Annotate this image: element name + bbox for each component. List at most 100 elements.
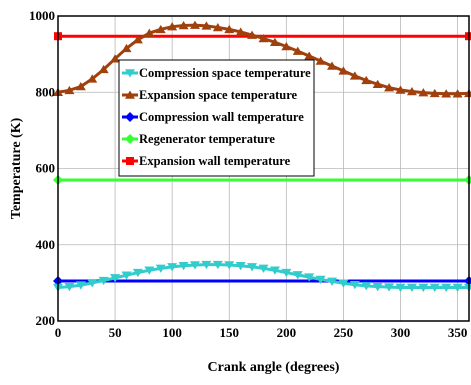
data-point xyxy=(190,261,200,270)
x-tick-label: 50 xyxy=(109,325,122,340)
legend-entry: Expansion wall temperature xyxy=(122,154,291,168)
data-point xyxy=(167,22,178,31)
data-point xyxy=(361,282,372,291)
legend: Compression space temperature Expansion s… xyxy=(118,59,315,177)
plot-frame xyxy=(57,15,470,322)
data-point xyxy=(178,21,189,30)
data-point xyxy=(315,275,326,284)
data-point xyxy=(155,24,166,34)
data-point xyxy=(327,61,337,70)
data-point xyxy=(75,82,86,91)
data-point xyxy=(349,71,360,80)
data-point xyxy=(110,274,121,283)
legend-marker xyxy=(125,90,135,99)
data-point xyxy=(121,43,132,53)
data-point xyxy=(201,21,212,30)
legend-label: Compression wall temperature xyxy=(139,110,304,124)
legend-box xyxy=(118,59,315,177)
legend-entry: Regenerator temperature xyxy=(122,132,275,146)
x-tick-label: 250 xyxy=(334,325,354,340)
data-point xyxy=(429,88,440,98)
data-point xyxy=(327,277,337,286)
data-point xyxy=(315,56,326,65)
data-point xyxy=(87,279,98,288)
series-compression-space-temperature xyxy=(53,260,471,292)
x-tick-label: 350 xyxy=(448,325,468,340)
y-tick-label: 400 xyxy=(36,237,56,252)
legend-marker xyxy=(126,157,134,165)
legend-label: Expansion space temperature xyxy=(139,88,298,102)
data-point xyxy=(395,283,406,292)
data-point xyxy=(372,79,383,88)
y-tick-label: 600 xyxy=(36,161,56,176)
legend-marker xyxy=(125,134,135,144)
data-point xyxy=(212,22,223,32)
data-point xyxy=(167,263,178,272)
data-point xyxy=(190,20,200,29)
y-axis-label: Temperature (K) xyxy=(9,117,24,219)
data-point xyxy=(87,74,98,83)
data-point xyxy=(441,89,452,98)
data-point xyxy=(247,263,258,272)
data-point xyxy=(338,279,349,288)
data-point xyxy=(429,283,440,292)
data-point xyxy=(418,88,429,97)
data-point xyxy=(235,261,246,271)
data-point xyxy=(406,283,417,292)
data-point xyxy=(395,85,406,94)
data-point xyxy=(132,35,143,44)
data-point xyxy=(64,85,75,95)
data-point xyxy=(144,266,155,275)
data-point xyxy=(224,261,235,270)
data-point xyxy=(269,37,280,47)
data-point xyxy=(247,30,258,39)
x-tick-label: 100 xyxy=(162,325,182,340)
data-point xyxy=(269,266,280,275)
data-point xyxy=(155,264,166,273)
legend-label: Regenerator temperature xyxy=(139,132,275,146)
data-point xyxy=(132,268,143,278)
data-point xyxy=(258,33,269,43)
data-point xyxy=(281,42,292,51)
y-tick-label: 1000 xyxy=(29,8,55,23)
data-point xyxy=(121,271,132,280)
data-point xyxy=(144,28,155,37)
tick-labels: 0 50 100 150 200 250 300 350 200 400 600 800 1000 xyxy=(29,8,467,340)
data-point xyxy=(258,264,269,273)
data-point xyxy=(452,89,463,98)
legend-label: Compression space temperature xyxy=(139,66,311,80)
data-point xyxy=(281,268,292,278)
legend-label: Expansion wall temperature xyxy=(139,154,291,168)
x-tick-label: 0 xyxy=(55,325,62,340)
data-point xyxy=(178,261,189,271)
data-point xyxy=(418,283,429,292)
data-point xyxy=(292,271,303,280)
legend-entry: Compression space temperature xyxy=(122,66,311,80)
data-point xyxy=(304,273,315,282)
x-tick-label: 300 xyxy=(391,325,411,340)
legend-marker xyxy=(125,112,135,122)
data-point xyxy=(406,86,417,96)
data-point xyxy=(338,66,349,75)
data-point xyxy=(292,46,303,55)
data-point xyxy=(304,51,315,60)
data-point xyxy=(384,83,395,92)
legend-entry: Expansion space temperature xyxy=(122,88,298,102)
data-point xyxy=(64,282,75,292)
data-point xyxy=(235,27,246,36)
data-point xyxy=(98,276,109,286)
x-tick-label: 150 xyxy=(220,325,240,340)
legend-entry: Compression wall temperature xyxy=(122,110,304,124)
data-point xyxy=(212,260,223,270)
data-point xyxy=(201,260,212,270)
data-point xyxy=(441,283,452,292)
data-point xyxy=(98,64,109,74)
data-point xyxy=(110,54,121,63)
data-point xyxy=(452,283,463,292)
data-point xyxy=(372,282,383,292)
x-axis-label: Crank angle (degrees) xyxy=(208,360,340,375)
data-point xyxy=(384,283,395,292)
data-point xyxy=(75,281,86,290)
legend-marker xyxy=(125,69,135,78)
